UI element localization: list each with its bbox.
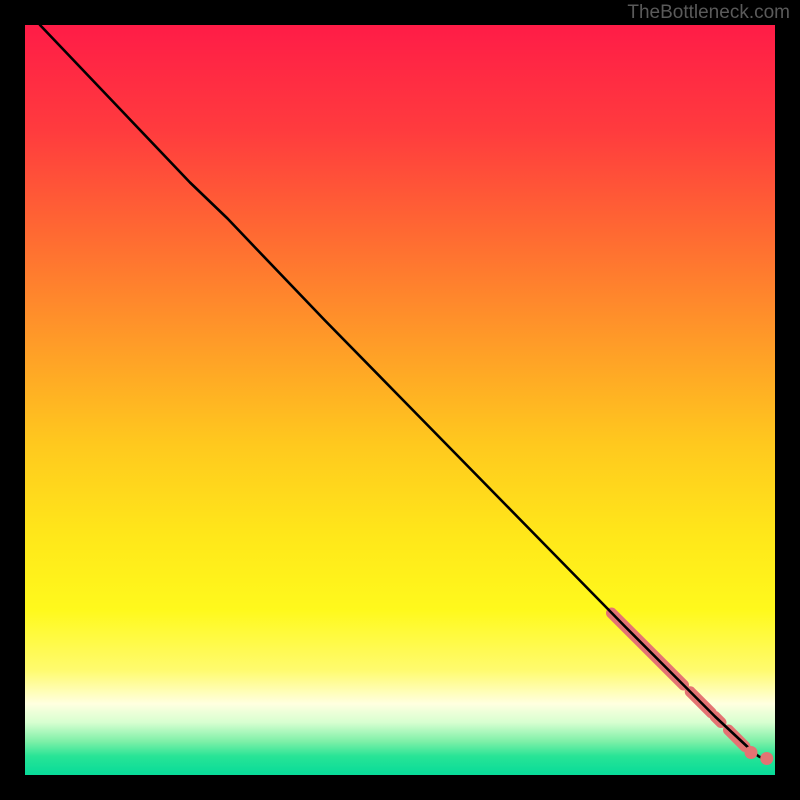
bottleneck-chart-svg xyxy=(0,0,800,800)
watermark-label: TheBottleneck.com xyxy=(627,2,790,24)
marker-dot xyxy=(760,752,773,765)
marker-dot xyxy=(745,746,758,759)
chart-canvas: TheBottleneck.com xyxy=(0,0,800,800)
